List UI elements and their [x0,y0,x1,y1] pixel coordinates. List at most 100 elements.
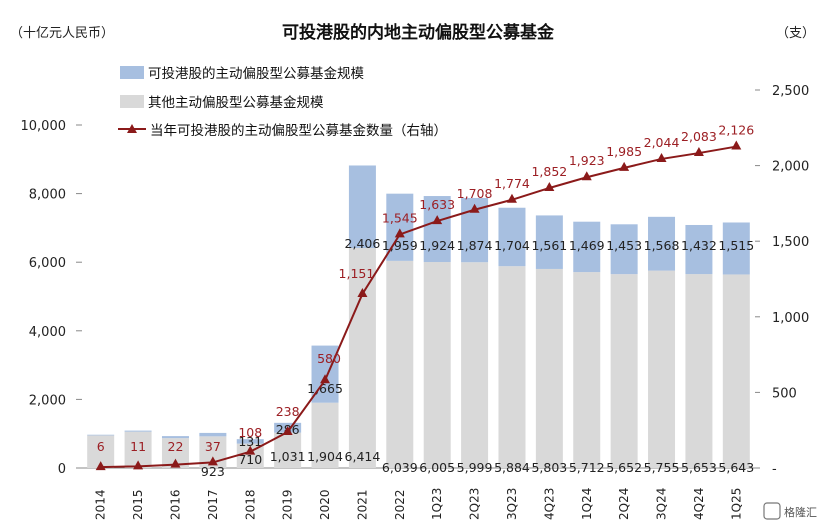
x-tick-label: 2021 [355,489,369,520]
bar-label-other: 5,652 [606,460,642,475]
watermark-logo-icon [763,502,781,520]
bar-label-hk: 1,515 [718,238,754,253]
bar-label-other: 5,803 [531,460,567,475]
count-polyline [100,145,737,469]
bar-other [386,260,414,468]
bar-label-hk: 131 [238,434,262,449]
bar-label-hk: 1,959 [382,238,418,253]
bar-hk [573,221,601,273]
x-tick-label: 1Q25 [729,488,743,520]
y-left-tick-label: 2,000 [29,393,66,408]
bar-label-other: 5,884 [494,460,530,475]
bar-hk [161,436,189,439]
count-marker [394,228,405,238]
bar-label-other: 710 [238,452,262,467]
count-label: 11 [130,439,146,454]
count-marker [282,426,293,436]
bar-label-hk: 1,432 [681,238,717,253]
count-marker [432,215,443,225]
watermark-text: 格隆汇 [784,505,817,519]
y-right-tick-label: 1,500 [772,235,809,250]
bar-label-other: 1,031 [270,449,306,464]
count-label: 2,044 [644,135,680,150]
count-label: 1,545 [382,210,418,225]
bar-label-other: 1,904 [307,449,343,464]
x-tick-label: 4Q23 [542,488,556,520]
y-right-tick-label: 500 [772,386,797,401]
bar-label-hk: 1,704 [494,238,530,253]
count-label: 1,923 [569,153,605,168]
count-label: 1,708 [457,186,493,201]
bar-other [535,268,563,468]
y-left-tick-label: 10,000 [21,119,67,134]
bar-hk [498,207,526,267]
x-tick-label: 2014 [94,489,108,520]
x-tick-label: 2018 [243,489,257,520]
y-right-tick-label: 2,000 [772,160,809,175]
count-label: 2,083 [681,129,717,144]
bar-label-other: 5,712 [569,460,605,475]
bar-label-hk: 1,568 [644,238,680,253]
x-tick-label: 2016 [168,489,182,520]
count-marker [357,287,368,297]
watermark: 格隆汇 [763,502,817,520]
count-line [95,140,742,471]
count-label: 37 [205,439,221,454]
count-marker [320,374,331,384]
bar-other [348,247,376,468]
bar-hk [199,432,227,437]
legend-swatch-hk [120,66,144,79]
bar-label-other: 6,005 [419,460,455,475]
count-marker [656,152,667,162]
y-right-tick-label: 1,000 [772,311,809,326]
bar-label-other: 5,643 [718,460,754,475]
bar-label-other: 6,039 [382,460,418,475]
bar-other [498,266,526,468]
count-label: 1,852 [531,164,567,179]
bar-other [274,432,302,468]
x-tick-label: 2Q24 [617,488,631,520]
count-marker [245,445,256,455]
legend-swatch-other [120,95,144,108]
axes: 0 2,000 4,000 6,000 8,000 10,000 - 500 1,000 1,50… [21,84,810,520]
y-left-tick-label: 4,000 [29,325,66,340]
x-tick-label: 1Q23 [430,488,444,520]
y-right-tick-label: 2,500 [772,84,809,99]
count-label: 1,985 [606,144,642,159]
count-marker [693,147,704,157]
bar-hk [610,224,638,275]
x-tick-label: 2017 [206,489,220,520]
count-marker [731,140,742,150]
legend: 可投港股的主动偏股型公募基金规模 其他主动偏股型公募基金规模 当年可投港股的主动… [118,65,447,139]
count-marker [95,461,106,471]
count-labels: 6 11 22 37 108 238 580 1,151 1,5451,6331,7081,77… [97,123,755,454]
y-left-tick-label: 8,000 [29,188,66,203]
y-right-tick-label: - [772,462,777,477]
bar-label-other: 6,414 [345,449,381,464]
count-label: 2,126 [718,123,754,138]
left-axis-unit: （十亿元人民币） [10,26,114,41]
x-tick-label: 2019 [281,489,295,520]
bar-label-hk: 2,406 [345,236,381,251]
bar-hk [535,215,563,269]
legend-marker-count [127,124,137,133]
count-label: 108 [238,425,262,440]
bar-other [423,262,451,468]
count-marker [506,193,517,203]
count-marker [469,203,480,213]
y-left-tick-label: 6,000 [29,256,66,271]
count-marker [619,161,630,171]
bar-other [610,274,638,468]
bar-hk [87,434,115,436]
bar-other [573,272,601,468]
count-marker [581,171,592,181]
count-marker [207,456,218,466]
bar-label-hk: 1,561 [531,238,567,253]
x-tick-label: 3Q23 [505,488,519,520]
bar-hk [685,224,713,275]
bar-label-hk: 1,874 [457,238,493,253]
bars [87,165,750,468]
count-label: 22 [168,439,184,454]
count-label: 1,774 [494,176,530,191]
